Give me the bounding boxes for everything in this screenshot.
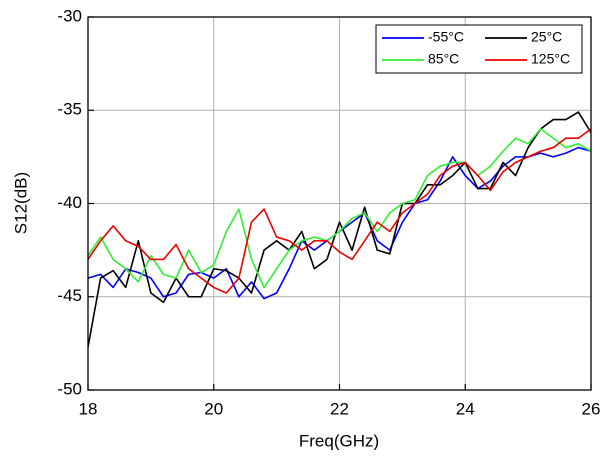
- legend-label: 85°C: [428, 51, 459, 67]
- series-line: [87, 111, 592, 348]
- legend-label: 25°C: [531, 29, 562, 45]
- x-tick-label: 22: [330, 399, 349, 418]
- y-tick-label: -45: [57, 286, 82, 305]
- y-tick-label: -40: [57, 193, 82, 212]
- y-axis-label: S12(dB): [11, 172, 30, 234]
- y-tick-label: -50: [57, 379, 82, 398]
- x-tick-label: 18: [79, 399, 98, 418]
- legend: -55°C 25°C 85°C 125°C: [375, 24, 583, 74]
- plot-frame: [87, 16, 592, 391]
- x-tick-label: 20: [204, 399, 223, 418]
- legend-box: [375, 24, 583, 74]
- series-line: [87, 128, 592, 294]
- x-tick-label: 26: [582, 399, 601, 418]
- x-axis-label: Freq(GHz): [299, 431, 379, 450]
- x-tick-label: 24: [456, 399, 475, 418]
- series-line: [87, 128, 592, 289]
- y-tick-label: -35: [57, 100, 82, 119]
- y-tick-label: -30: [57, 6, 82, 25]
- legend-label: -55°C: [428, 29, 464, 45]
- legend-label: 125°C: [531, 51, 570, 67]
